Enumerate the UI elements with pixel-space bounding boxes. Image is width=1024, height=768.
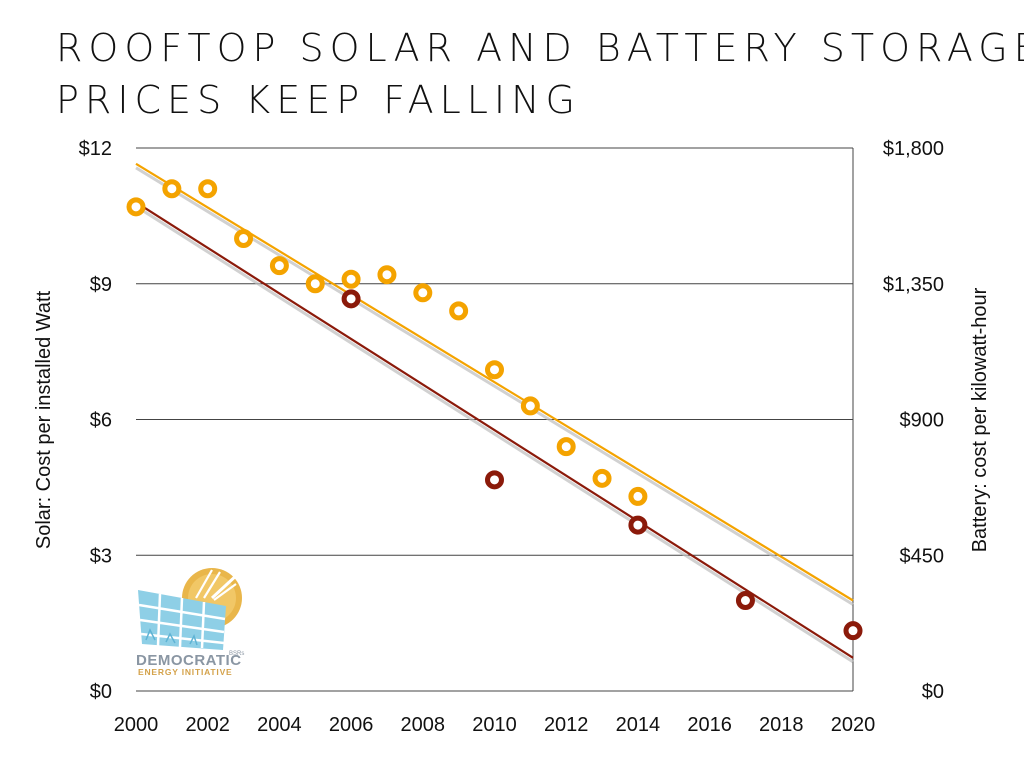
trend-line-shadow — [135, 205, 854, 664]
x-tick-label: 2018 — [759, 714, 804, 736]
chart-title: ROOFTOP SOLAR AND BATTERY STORAGE PRICES… — [56, 22, 1024, 126]
x-tick-label: 2020 — [831, 714, 876, 736]
x-tick-label: 2014 — [616, 714, 661, 736]
y-right-tick-label: $450 — [900, 545, 945, 567]
y-left-tick-label: $9 — [90, 274, 112, 296]
x-tick-label: 2012 — [544, 714, 589, 736]
left-axis-title: Solar: Cost per installed Watt — [33, 290, 55, 549]
chart-title-line-1: ROOFTOP SOLAR AND BATTERY STORAGE — [56, 26, 1024, 70]
solar-data-point — [556, 437, 576, 457]
solar-data-point — [449, 301, 469, 321]
solar-data-point — [234, 229, 254, 248]
x-tick-label: 2016 — [687, 714, 732, 736]
solar-data-point — [413, 283, 433, 303]
x-tick-label: 2004 — [257, 714, 302, 736]
y-left-tick-label: $6 — [90, 410, 112, 432]
solar-data-point — [485, 360, 504, 380]
y-left-tick-label: $3 — [90, 545, 112, 567]
chart-title-line-2: PRICES KEEP FALLING — [56, 78, 581, 122]
right-axis-title: Battery: cost per kilowatt-hour — [969, 287, 991, 552]
trend-line-shadow — [135, 166, 854, 606]
data-points — [126, 179, 863, 641]
battery-trend-line — [135, 201, 854, 659]
solar-data-point — [520, 396, 540, 416]
x-tick-label: 2010 — [472, 714, 517, 736]
x-tick-label: 2006 — [329, 714, 374, 736]
battery-data-point — [735, 591, 755, 610]
battery-data-point — [843, 621, 863, 641]
logo-subtitle: ENERGY INITIATIVE — [138, 667, 233, 677]
x-tick-label: 2000 — [114, 714, 159, 736]
solar-data-point — [162, 179, 182, 199]
democratic-energy-initiative-logo: BSRs DEMOCRATIC ENERGY INITIATIVE — [136, 568, 244, 677]
solar-data-point — [305, 274, 325, 294]
solar-data-point — [198, 179, 218, 199]
solar-data-point — [269, 256, 289, 276]
x-tick-label: 2002 — [185, 714, 230, 736]
y-right-tick-label: $900 — [900, 410, 945, 432]
logo-name: DEMOCRATIC — [136, 652, 242, 669]
battery-data-point — [341, 289, 361, 309]
solar-data-point — [377, 265, 397, 285]
solar-trend-line — [135, 162, 854, 602]
solar-data-point — [592, 468, 612, 488]
trend-lines — [135, 162, 854, 664]
x-tick-label: 2008 — [401, 714, 446, 736]
battery-data-point — [628, 515, 648, 535]
logo-prefix: BSRs — [229, 651, 244, 657]
battery-data-point — [485, 470, 504, 490]
y-left-tick-label: $12 — [79, 138, 112, 160]
y-right-tick-label: $1,350 — [883, 274, 944, 296]
tick-labels: $0 $3 $6 $9 $12 $0 $450 $900 $1,350 $1,800 2000 200… — [79, 138, 944, 736]
solar-panel-icon — [138, 590, 226, 650]
solar-data-point — [126, 197, 146, 217]
y-left-tick-label: $0 — [90, 681, 112, 703]
solar-data-point — [628, 486, 648, 506]
solar-data-point — [341, 269, 361, 289]
y-right-tick-label: $0 — [922, 681, 944, 703]
y-right-tick-label: $1,800 — [883, 138, 944, 160]
